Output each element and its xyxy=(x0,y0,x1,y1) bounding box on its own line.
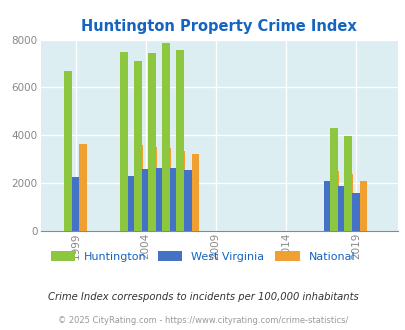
Bar xyxy=(149,147,157,231)
Bar xyxy=(337,185,345,231)
Bar xyxy=(359,181,367,231)
Bar xyxy=(177,151,185,231)
Text: © 2025 CityRating.com - https://www.cityrating.com/crime-statistics/: © 2025 CityRating.com - https://www.city… xyxy=(58,316,347,325)
Bar xyxy=(163,148,171,231)
Bar xyxy=(156,168,163,231)
Bar xyxy=(162,43,169,231)
Bar xyxy=(120,51,128,231)
Bar xyxy=(169,168,177,231)
Bar xyxy=(329,128,337,231)
Legend: Huntington, West Virginia, National: Huntington, West Virginia, National xyxy=(46,247,359,267)
Bar xyxy=(176,50,183,231)
Bar xyxy=(135,145,143,231)
Bar xyxy=(191,154,199,231)
Bar xyxy=(79,144,87,231)
Bar xyxy=(343,137,351,231)
Bar xyxy=(351,193,359,231)
Bar xyxy=(323,181,331,231)
Text: Crime Index corresponds to incidents per 100,000 inhabitants: Crime Index corresponds to incidents per… xyxy=(47,292,358,302)
Bar xyxy=(134,61,141,231)
Title: Huntington Property Crime Index: Huntington Property Crime Index xyxy=(81,19,356,34)
Bar xyxy=(141,169,149,231)
Bar xyxy=(183,170,191,231)
Bar xyxy=(148,53,156,231)
Bar xyxy=(345,174,352,231)
Bar xyxy=(64,71,72,231)
Bar xyxy=(128,176,135,231)
Bar xyxy=(72,177,79,231)
Bar xyxy=(331,171,339,231)
